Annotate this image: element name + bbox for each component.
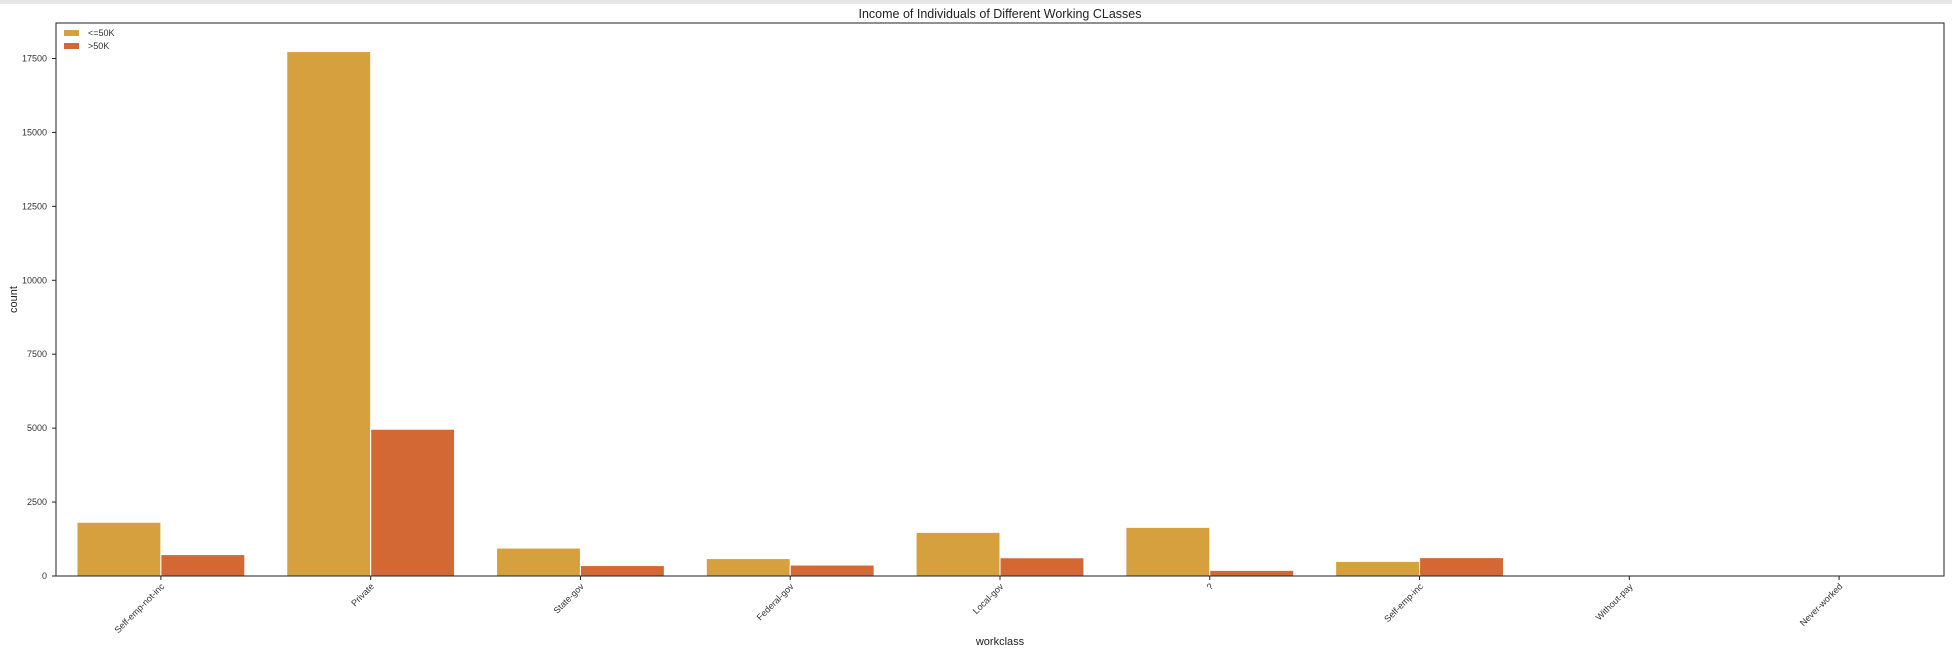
x-axis-label: workclass — [975, 636, 1025, 648]
x-tick-label: Without-pay — [1594, 581, 1635, 622]
bar-le50k-2 — [496, 547, 581, 577]
x-tick-label: Self-emp-inc — [1382, 581, 1425, 624]
bar-le50k-5 — [1125, 526, 1211, 577]
y-tick-label: 15000 — [22, 127, 47, 137]
bar-gt50k-0 — [160, 554, 246, 577]
y-tick-label: 2500 — [27, 497, 47, 507]
bar-gt50k-4 — [999, 557, 1085, 577]
bar-le50k-0 — [76, 521, 162, 577]
y-tick-label: 12500 — [22, 201, 47, 211]
bar-le50k-6 — [1335, 560, 1421, 577]
bars-group — [76, 51, 1840, 577]
x-tick-label: Self-emp-not-inc — [113, 581, 167, 635]
x-tick-label: ? — [1205, 581, 1216, 592]
window-top-strip — [0, 0, 1952, 4]
bar-le50k-1 — [286, 51, 372, 577]
x-axis-ticks: Self-emp-not-inc Private State-gov Federal-… — [113, 576, 1845, 635]
bar-gt50k-6 — [1419, 557, 1504, 577]
legend-swatch-le50k — [64, 30, 79, 36]
chart-title: Income of Individuals of Different Worki… — [858, 7, 1141, 21]
y-axis-ticks: 0 2500 5000 7500 10000 12500 15000 17500 — [22, 53, 56, 581]
x-tick-label: Never-worked — [1798, 581, 1845, 628]
legend-label-gt50k: >50K — [88, 41, 109, 51]
x-tick-label: Local-gov — [971, 581, 1006, 616]
legend-swatch-gt50k — [64, 43, 79, 49]
y-tick-label: 5000 — [27, 423, 47, 433]
bar-gt50k-2 — [579, 565, 665, 577]
bar-gt50k-3 — [789, 564, 875, 577]
x-tick-label: State-gov — [552, 581, 587, 616]
x-tick-label: Federal-gov — [755, 581, 796, 622]
legend-label-le50k: <=50K — [88, 28, 115, 38]
y-axis-label: count — [8, 286, 20, 313]
y-tick-label: 7500 — [27, 349, 47, 359]
y-tick-label: 17500 — [22, 53, 47, 63]
bar-gt50k-1 — [370, 428, 456, 577]
bar-gt50k-5 — [1209, 569, 1295, 577]
y-tick-label: 0 — [42, 571, 47, 581]
bar-le50k-4 — [915, 531, 1001, 577]
y-tick-label: 10000 — [22, 275, 47, 285]
bar-le50k-3 — [705, 558, 791, 577]
x-tick-label: Private — [349, 581, 376, 608]
legend: <=50K >50K — [64, 28, 115, 51]
